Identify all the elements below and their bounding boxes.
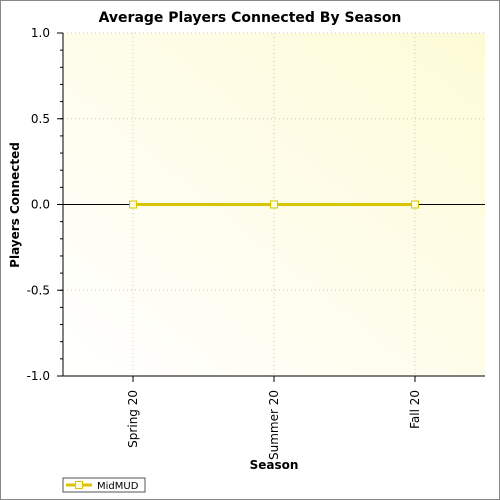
x-axis: Spring 20 Summer 20 Fall 20 [63, 375, 485, 460]
series-layer [129, 200, 419, 209]
data-point [270, 200, 278, 209]
y-tick-label: 0.5 [31, 112, 50, 126]
y-axis-title: Players Connected [8, 142, 22, 268]
x-tick-label: Spring 20 [126, 390, 140, 448]
x-tick-label: Summer 20 [267, 390, 281, 460]
legend: MidMUD [62, 477, 146, 493]
y-axis: 1.0 0.5 0.0 -0.5 -1.0 [27, 26, 64, 383]
legend-label: MidMUD [97, 481, 139, 492]
x-axis-title: Season [250, 458, 299, 472]
data-point [129, 200, 137, 209]
chart-title: Average Players Connected By Season [99, 10, 402, 26]
y-tick-label: -0.5 [27, 283, 50, 297]
y-tick-label: -1.0 [27, 369, 50, 383]
y-tick-label: 0.0 [31, 198, 50, 212]
legend-box [62, 477, 146, 493]
data-point [411, 200, 419, 209]
legend-swatch-marker [75, 481, 83, 489]
x-tick-label: Fall 20 [408, 390, 422, 429]
y-tick-label: 1.0 [31, 26, 50, 40]
